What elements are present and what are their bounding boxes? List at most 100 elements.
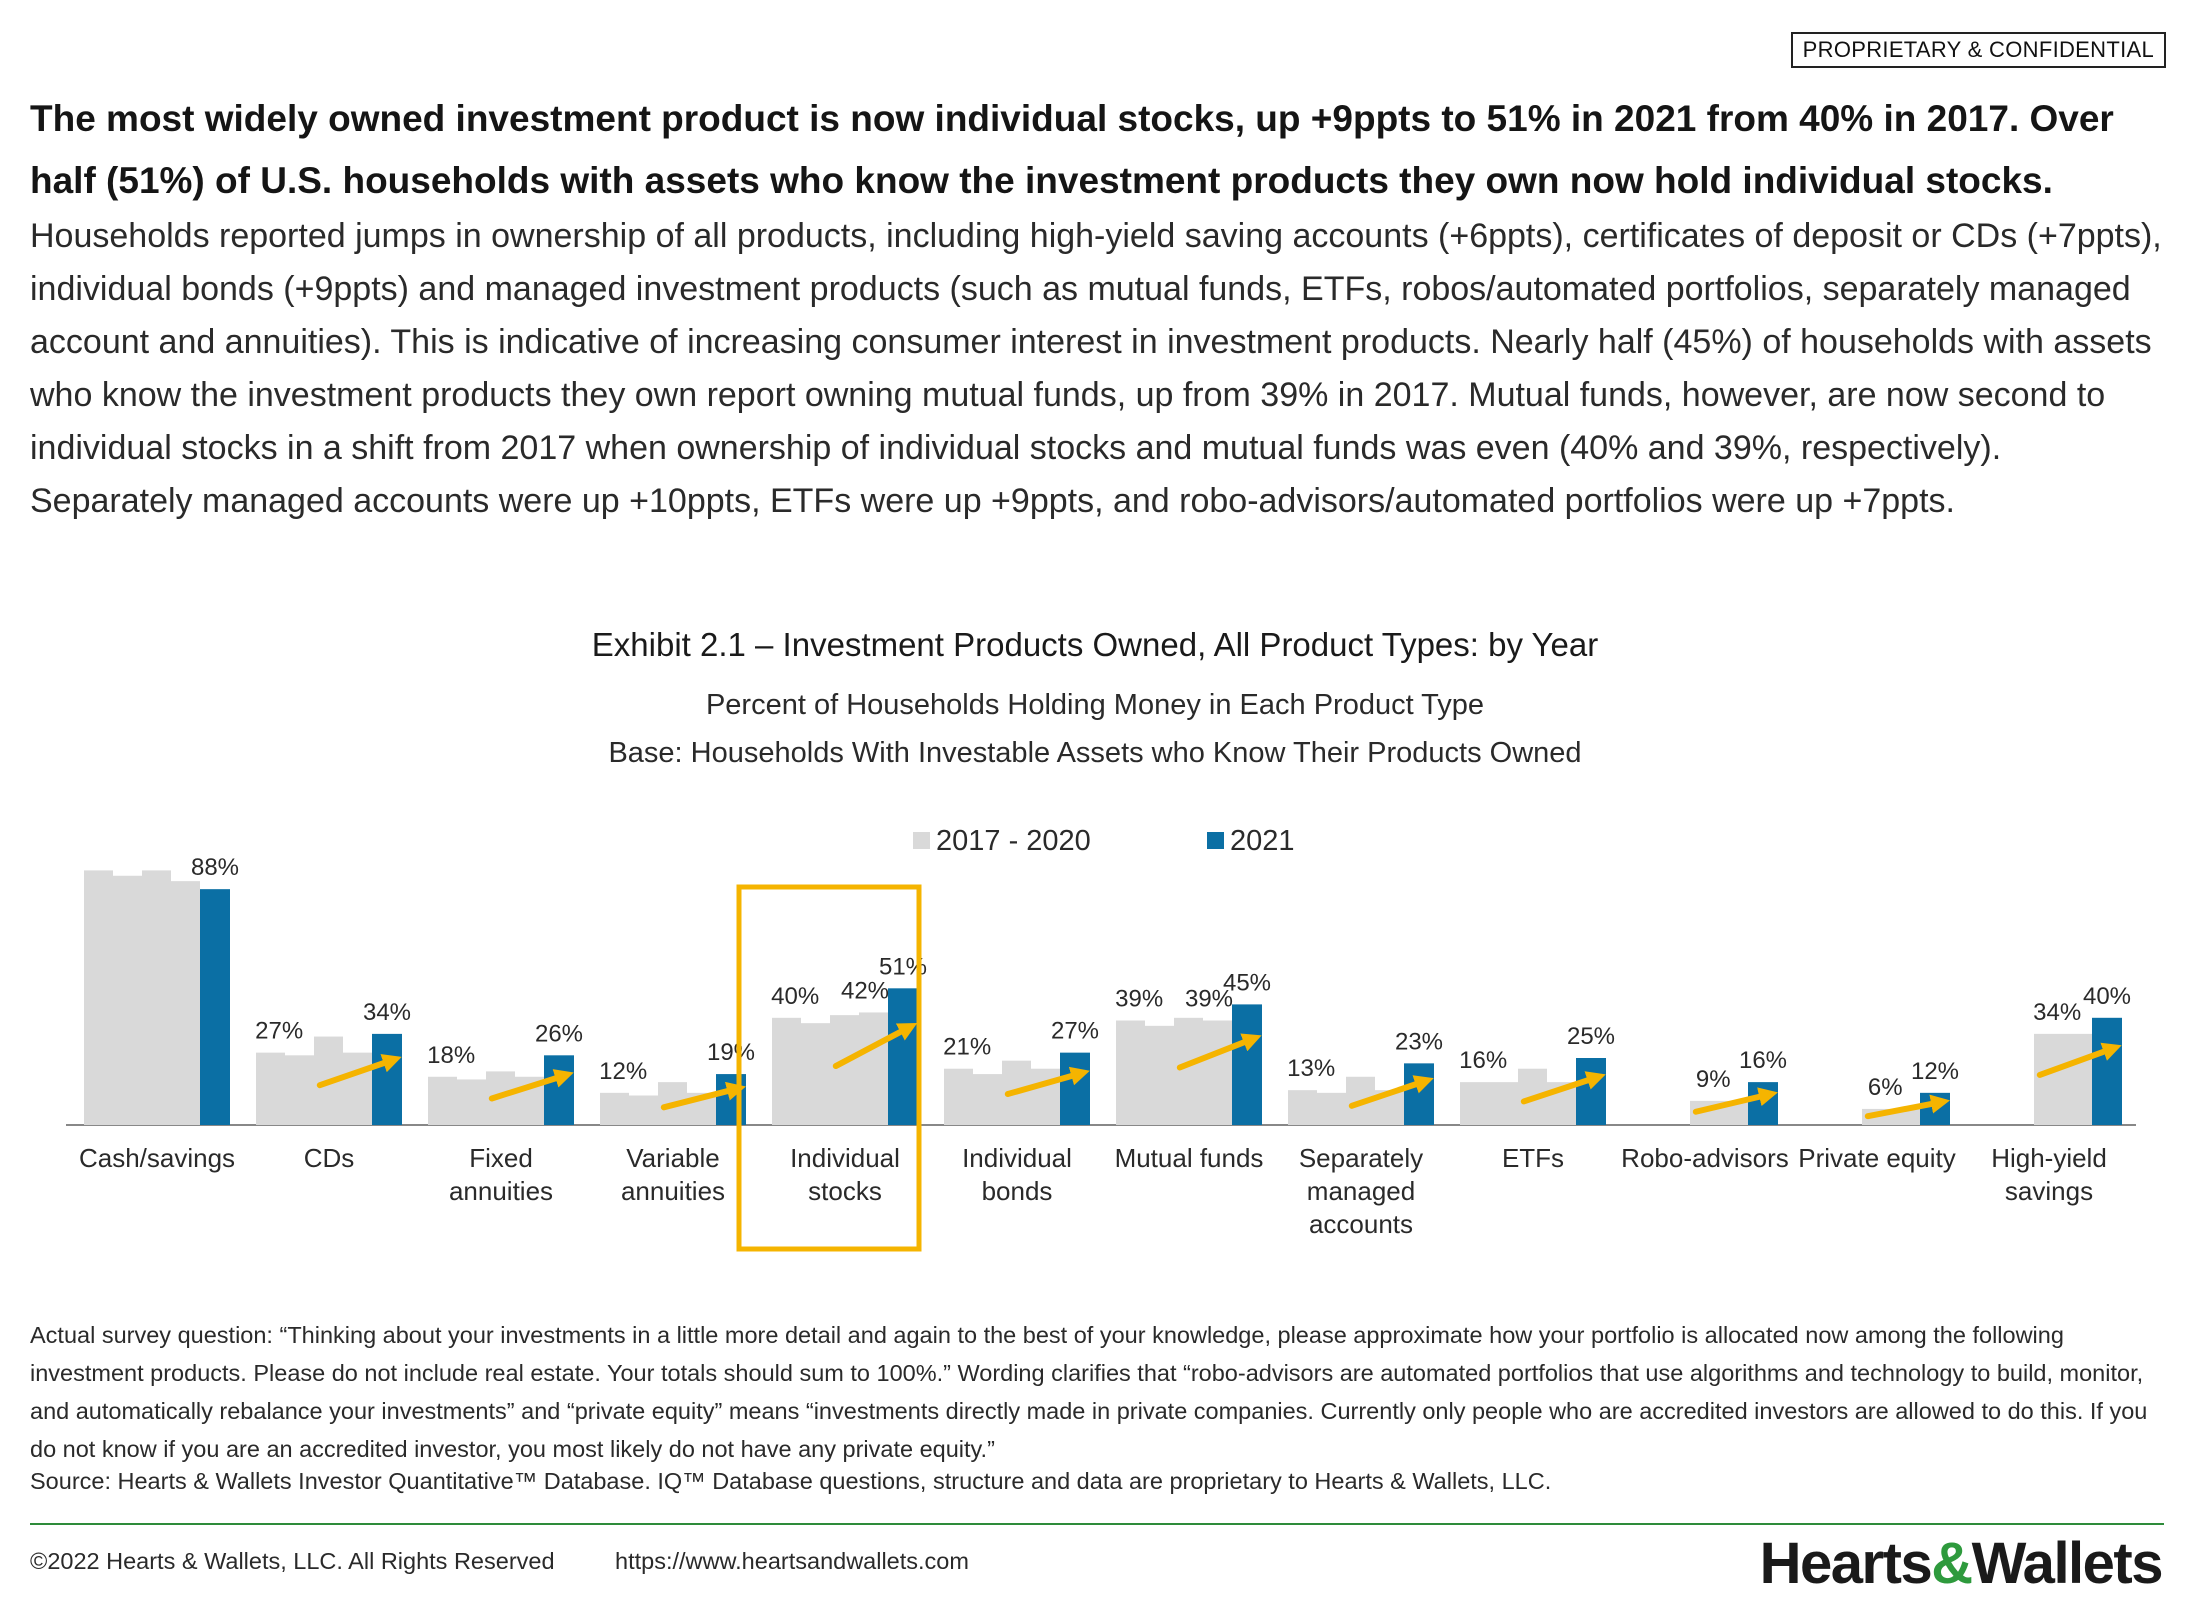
bar-prior-6-3 <box>1203 1020 1232 1125</box>
bar-prior-3-0 <box>600 1092 629 1125</box>
data-label-2021-9: 16% <box>1739 1047 1787 1074</box>
category-label-9-0: Robo-advisors <box>1621 1143 1789 1173</box>
logo-text-hearts: Hearts <box>1759 1531 1933 1596</box>
trend-arrow-1 <box>316 1054 402 1089</box>
category-label-3-0: Variable <box>626 1143 719 1173</box>
category-label-11-1: savings <box>2005 1176 2093 1206</box>
confidential-badge: PROPRIETARY & CONFIDENTIAL <box>1790 32 2166 68</box>
trend-arrow-4 <box>832 1023 918 1070</box>
data-label-2021-11: 40% <box>2083 983 2131 1010</box>
bar-prior-6-1 <box>1145 1025 1174 1125</box>
data-label-2021-5: 27% <box>1051 1018 1099 1045</box>
bar-prior-2-1 <box>457 1079 486 1125</box>
bar-prior-4-2 <box>830 1015 859 1125</box>
data-label-prior-3: 12% <box>599 1058 647 1085</box>
bar-2021-0 <box>200 889 230 1125</box>
legend-swatch-2021 <box>1207 832 1224 849</box>
category-label-2-0: Fixed <box>469 1143 533 1173</box>
bar-prior-1-1 <box>285 1055 314 1125</box>
bar-prior-0-2 <box>142 870 171 1125</box>
highlight-box-individual-stocks <box>736 884 922 1252</box>
category-label-0-0: Cash/savings <box>79 1143 235 1173</box>
trend-arrow-6 <box>1176 1033 1262 1071</box>
chart-subtitle: Percent of Households Holding Money in E… <box>705 689 1485 721</box>
copyright: ©2022 Hearts & Wallets, LLC. All Rights … <box>30 1548 555 1574</box>
data-label-prior-1: 27% <box>255 1018 303 1045</box>
footer-divider <box>30 1523 2164 1525</box>
data-label-2021-6: 45% <box>1223 969 1271 996</box>
data-label-2021-10: 12% <box>1911 1058 1959 1085</box>
category-label-11-0: High-yield <box>1991 1143 2107 1173</box>
trend-arrow-8 <box>1520 1071 1606 1105</box>
trend-arrow-3 <box>660 1081 746 1111</box>
bar-prior-8-1 <box>1489 1082 1518 1125</box>
bar-2021-2 <box>544 1055 574 1125</box>
legend-label-2021: 2021 <box>1230 825 1295 857</box>
source-note: Source: Hearts & Wallets Investor Quanti… <box>30 1468 1552 1494</box>
bar-prior-1-3 <box>343 1052 372 1125</box>
bar-2021-11 <box>2092 1017 2122 1125</box>
chart-base-note: Base: Households With Investable Assets … <box>608 737 1582 769</box>
category-label-7-0: Separately <box>1299 1143 1423 1173</box>
survey-question-note: Actual survey question: “Thinking about … <box>30 1322 2148 1462</box>
bar-prior-11-3 <box>2063 1033 2092 1125</box>
bar-prior-5-0 <box>944 1068 973 1125</box>
trend-arrow-11 <box>2036 1042 2122 1078</box>
data-label-2020-4: 42% <box>841 977 889 1004</box>
bar-prior-5-1 <box>973 1074 1002 1125</box>
category-label-5-0: Individual <box>962 1143 1072 1173</box>
data-label-2021-8: 25% <box>1567 1023 1615 1050</box>
bar-chart: 2017 - 2020 2021 88% Cash/savings 27% 34% CDs 1… <box>66 825 2136 1252</box>
bar-prior-0-3 <box>171 881 200 1125</box>
category-label-6-0: Mutual funds <box>1115 1143 1264 1173</box>
data-label-prior-5: 21% <box>943 1034 991 1061</box>
category-label-3-1: annuities <box>621 1176 725 1206</box>
legend-swatch-2017-2020 <box>913 832 930 849</box>
bar-prior-4-3 <box>859 1012 888 1125</box>
data-label-2021-2: 26% <box>535 1020 583 1047</box>
data-label-prior-6: 39% <box>1115 985 1163 1012</box>
category-label-4-0: Individual <box>790 1143 900 1173</box>
category-label-2-1: annuities <box>449 1176 553 1206</box>
bar-prior-8-0 <box>1460 1082 1489 1125</box>
data-label-prior-2: 18% <box>427 1042 475 1069</box>
data-label-2020-6: 39% <box>1185 985 1233 1012</box>
data-label-prior-9: 9% <box>1696 1066 1731 1093</box>
bar-2021-5 <box>1060 1052 1090 1125</box>
bar-prior-6-2 <box>1174 1017 1203 1125</box>
data-label-prior-11: 34% <box>2033 999 2081 1026</box>
bar-prior-0-1 <box>113 875 142 1125</box>
website-url[interactable]: https://www.heartsandwallets.com <box>615 1548 969 1574</box>
body-paragraph: Households reported jumps in ownership o… <box>30 217 2162 520</box>
bar-prior-11-2 <box>2034 1033 2063 1125</box>
bar-prior-1-0 <box>256 1052 285 1125</box>
bar-prior-4-1 <box>801 1023 830 1125</box>
trend-arrow-2 <box>488 1069 574 1102</box>
logo-ampersand: & <box>1931 1531 1973 1596</box>
data-label-prior-8: 16% <box>1459 1047 1507 1074</box>
hearts-wallets-logo: Hearts&Wallets <box>1759 1530 2164 1597</box>
trend-arrow-7 <box>1348 1075 1434 1109</box>
trend-arrow-5 <box>1004 1066 1090 1098</box>
trend-arrow-10 <box>1864 1094 1951 1120</box>
bar-2021-9 <box>1748 1082 1778 1125</box>
bar-2021-6 <box>1232 1004 1262 1125</box>
category-label-1-0: CDs <box>304 1143 355 1173</box>
data-label-prior-4: 40% <box>771 983 819 1010</box>
category-label-5-1: bonds <box>982 1176 1053 1206</box>
data-label-2021-1: 34% <box>363 999 411 1026</box>
legend-label-2017-2020: 2017 - 2020 <box>936 825 1091 857</box>
bar-2021-1 <box>372 1033 402 1125</box>
data-label-prior-10: 6% <box>1868 1074 1903 1101</box>
category-label-10-0: Private equity <box>1798 1143 1956 1173</box>
category-label-7-2: accounts <box>1309 1209 1413 1239</box>
category-label-8-0: ETFs <box>1502 1143 1564 1173</box>
category-label-7-1: managed <box>1307 1176 1415 1206</box>
bar-prior-3-1 <box>629 1095 658 1125</box>
bar-2021-4 <box>888 988 918 1125</box>
logo-text-wallets: Wallets <box>1971 1531 2164 1596</box>
bar-prior-2-0 <box>428 1076 457 1125</box>
bar-2021-7 <box>1404 1063 1434 1125</box>
bar-prior-5-3 <box>1031 1068 1060 1125</box>
bar-prior-7-0 <box>1288 1090 1317 1125</box>
